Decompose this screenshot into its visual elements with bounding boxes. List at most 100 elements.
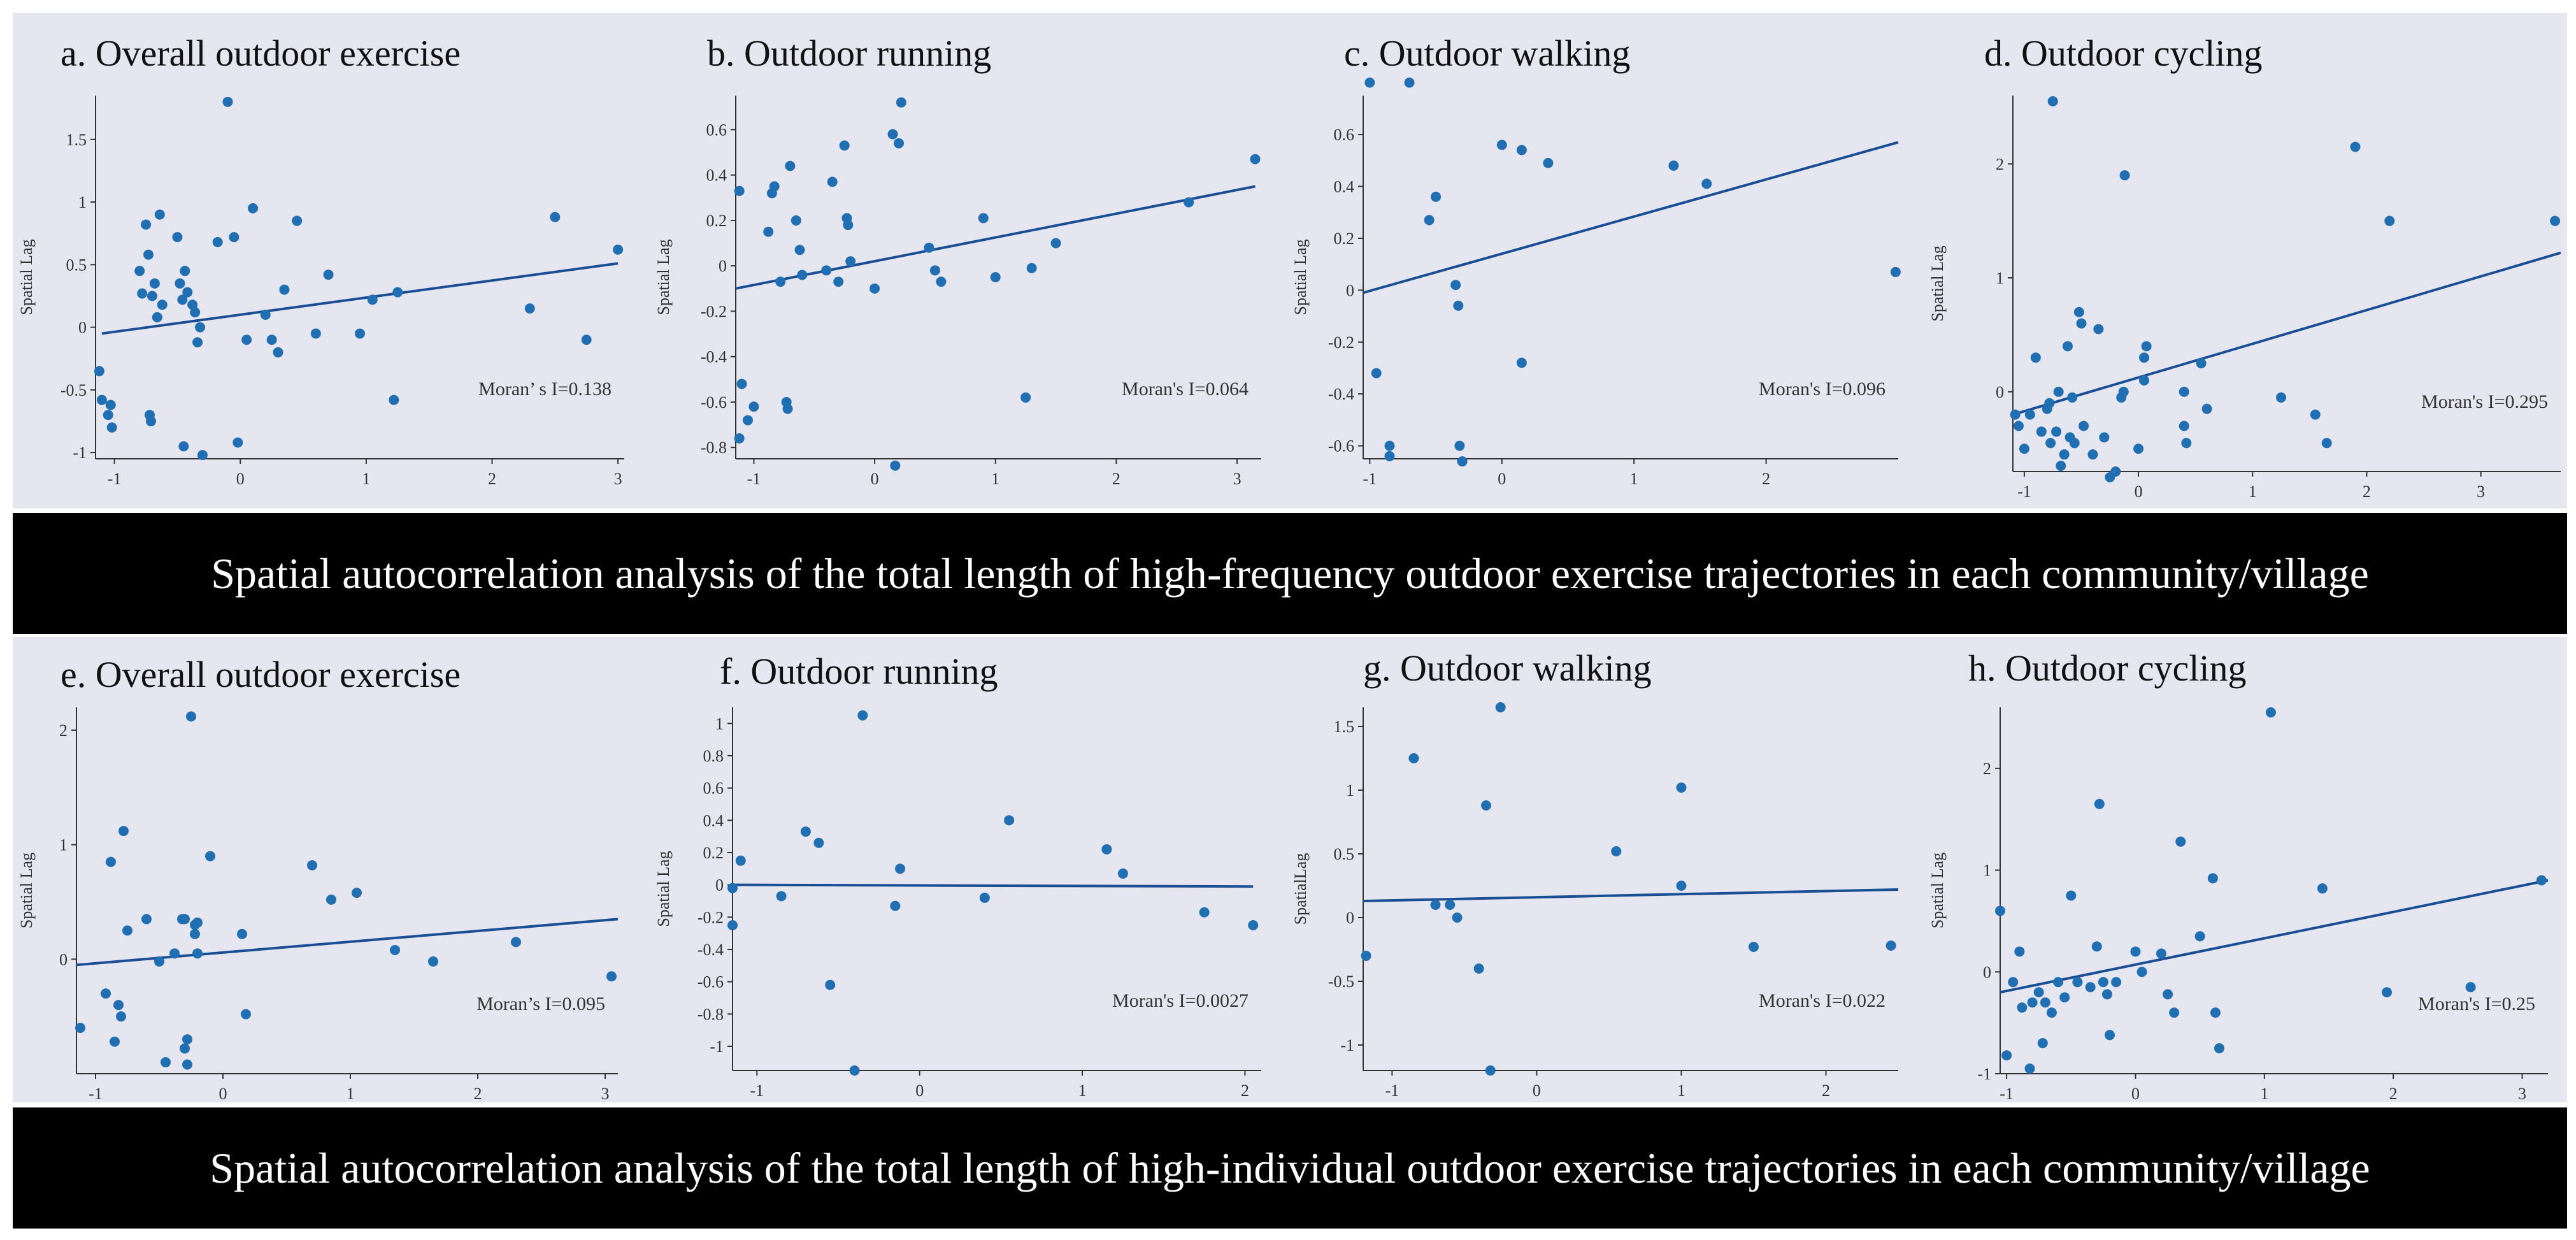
- data-point: [821, 265, 832, 276]
- scatter-plot-f: -1 0 1 2 -1 -0.8 -0.6 -0.4 -0.2 0 0.2 0.4 0.6 0.8 1 Spa…: [654, 707, 1261, 1100]
- data-point: [260, 309, 271, 320]
- data-point: [1424, 215, 1435, 226]
- data-point: [192, 337, 203, 348]
- y-axis-label: Spatial Lag: [1928, 245, 1947, 321]
- x-tick-label: -1: [108, 470, 122, 488]
- data-point: [237, 928, 247, 939]
- x-tick-label: 1: [1630, 470, 1638, 488]
- data-point: [2027, 997, 2038, 1008]
- data-point: [292, 215, 303, 226]
- y-tick-label: -0.2: [701, 302, 727, 321]
- data-point: [763, 226, 774, 237]
- scatter-plot-e: -1 0 1 2 3 0 1 2 Spatial Lag Moran’s I=0.095: [17, 707, 619, 1103]
- data-point: [2207, 873, 2218, 884]
- data-point: [122, 925, 132, 936]
- x-tick-label: -1: [1385, 1081, 1399, 1100]
- y-tick-label: -1: [1340, 1036, 1354, 1055]
- data-point: [827, 177, 838, 187]
- x-tick-label: -1: [747, 470, 761, 488]
- data-point: [2384, 215, 2395, 226]
- y-tick-label: -1: [710, 1037, 724, 1056]
- data-point: [990, 272, 1001, 282]
- data-point: [110, 1036, 120, 1047]
- x-tick-label: 0: [219, 1085, 227, 1103]
- data-point: [785, 161, 796, 171]
- data-point: [887, 129, 898, 140]
- data-point: [1361, 951, 1371, 961]
- data-point: [2036, 426, 2047, 437]
- morans-i-annotation: Moran's I=0.022: [1759, 990, 1885, 1011]
- y-tick-label: 2: [1983, 760, 1991, 778]
- data-point: [1364, 77, 1375, 88]
- scatter-plot-d: -1 0 1 2 3 0 1 2 Spatial Lag Moran's I=0.295: [1928, 96, 2561, 501]
- y-tick-label: 0.8: [703, 747, 724, 765]
- data-point: [1495, 702, 1506, 712]
- data-point: [2350, 141, 2361, 152]
- data-point: [742, 415, 753, 426]
- data-point: [137, 288, 148, 299]
- data-point: [2130, 946, 2141, 957]
- data-point: [94, 366, 104, 377]
- y-tick-label: 0: [719, 257, 727, 275]
- regression-line: [1363, 888, 1899, 902]
- data-point: [2030, 352, 2041, 363]
- data-point: [307, 860, 317, 870]
- y-axis-label: Spatial Lag: [654, 851, 673, 926]
- data-point: [511, 937, 521, 948]
- data-point: [154, 209, 165, 220]
- data-point: [229, 232, 240, 243]
- data-point: [736, 378, 747, 389]
- data-point: [105, 400, 116, 410]
- caption-top: Spatial autocorrelation analysis of the …: [13, 513, 2567, 634]
- data-point: [1676, 782, 1687, 793]
- morans-i-annotation: Moran's I=0.25: [2418, 993, 2535, 1014]
- x-tick-label: 3: [2477, 482, 2485, 501]
- morans-i-annotation: Moran's I=0.295: [2421, 391, 2548, 412]
- data-point: [2550, 215, 2561, 226]
- regression-line: [2000, 879, 2549, 994]
- x-tick-label: 2: [1822, 1081, 1830, 1100]
- data-point: [2139, 375, 2150, 386]
- y-tick-label: 0.4: [706, 166, 727, 185]
- data-point: [1453, 300, 1464, 311]
- data-point: [241, 1009, 251, 1020]
- data-point: [2059, 992, 2070, 1003]
- data-point: [195, 322, 206, 333]
- x-tick-label: 1: [362, 470, 370, 488]
- data-point: [794, 245, 805, 256]
- data-point: [894, 138, 905, 148]
- data-point: [2110, 466, 2121, 477]
- data-point: [2047, 96, 2058, 106]
- data-point: [1454, 440, 1465, 451]
- y-tick-label: -0.5: [61, 381, 87, 400]
- scatter-plot-a: -1 0 1 2 3 -1 -0.5 0 0.5 1 1.5 Spatial Lag Moran’ s …: [17, 96, 624, 488]
- data-point: [205, 851, 215, 862]
- data-point: [1408, 753, 1419, 763]
- data-point: [2051, 426, 2062, 437]
- data-point: [2276, 392, 2287, 403]
- data-point: [1026, 263, 1037, 273]
- chart-title: c. Outdoor walking: [1344, 32, 1631, 74]
- data-point: [1457, 456, 1468, 467]
- y-tick-label: 0.2: [703, 844, 724, 862]
- x-tick-label: 1: [991, 470, 999, 488]
- data-point: [2076, 318, 2087, 329]
- data-point: [1431, 191, 1442, 202]
- data-point: [924, 242, 934, 253]
- data-point: [979, 892, 990, 903]
- data-point: [1450, 280, 1461, 291]
- data-point: [1384, 451, 1395, 461]
- data-point: [1611, 846, 1622, 856]
- data-point: [869, 283, 880, 294]
- regression-line: [2012, 251, 2561, 416]
- x-tick-label: 2: [488, 470, 496, 488]
- top-panel-band: [13, 13, 2567, 508]
- data-point: [2056, 461, 2066, 472]
- y-tick-label: -0.4: [698, 941, 724, 959]
- data-point: [182, 1034, 192, 1045]
- data-point: [791, 215, 801, 226]
- data-point: [727, 883, 738, 893]
- data-point: [825, 979, 836, 990]
- data-point: [2098, 977, 2108, 988]
- y-tick-label: 2: [59, 721, 68, 740]
